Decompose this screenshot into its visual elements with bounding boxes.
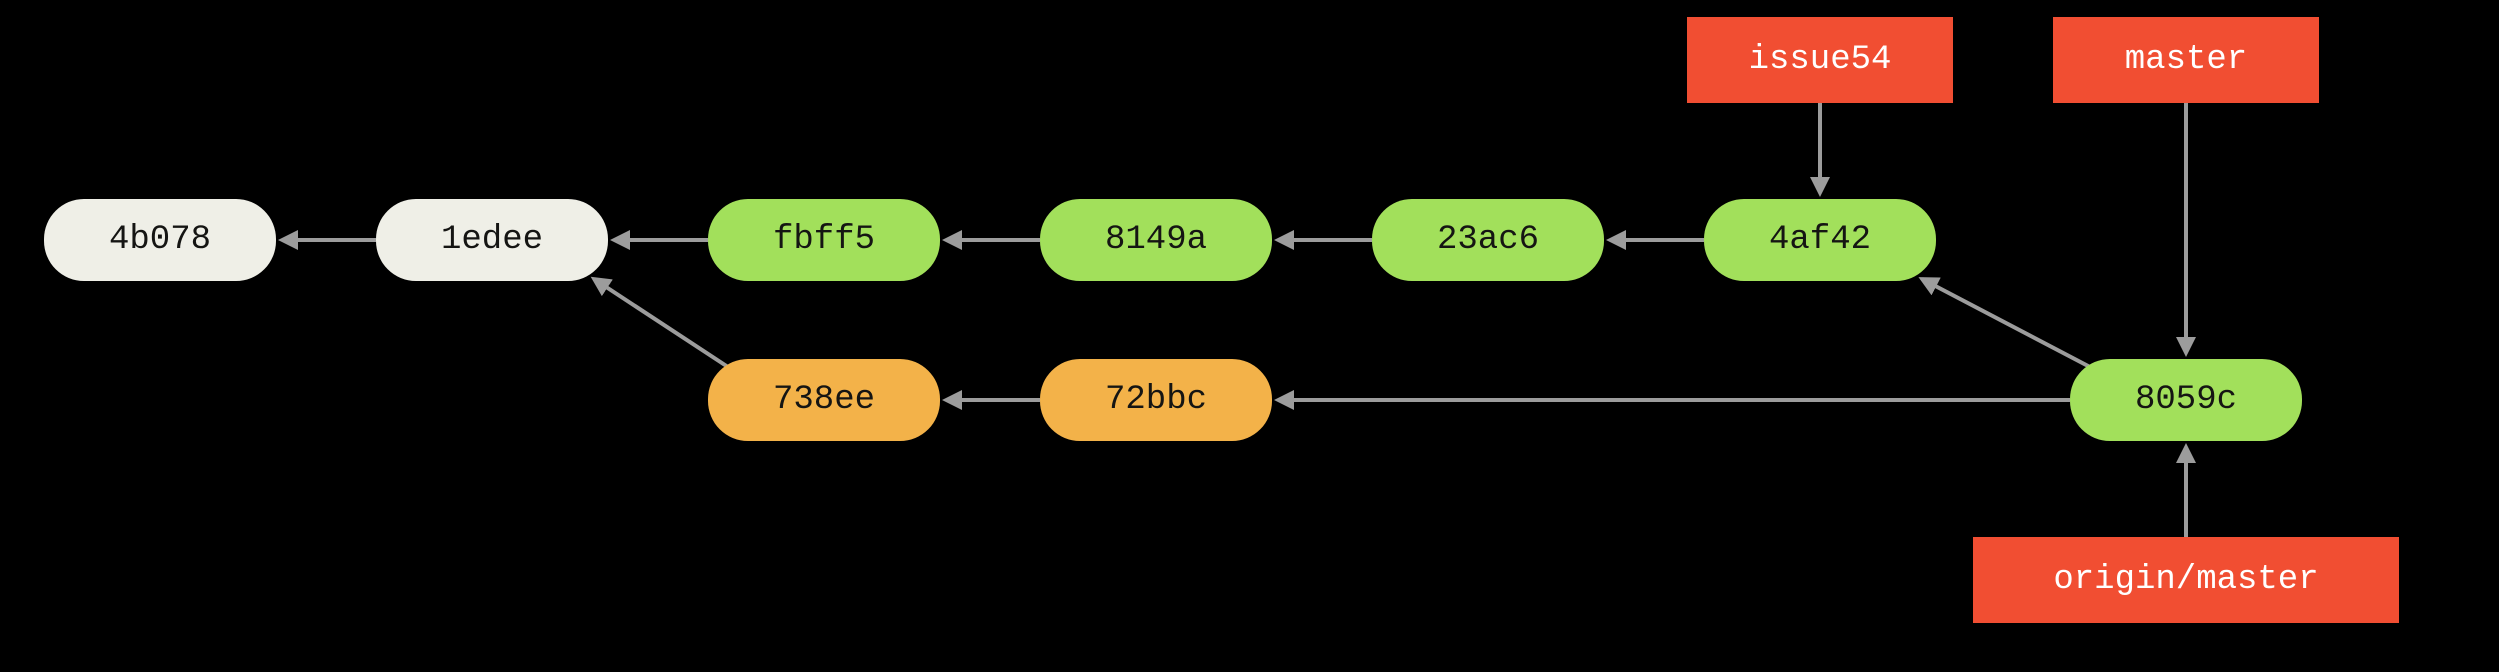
commit-4b078: 4b078 bbox=[44, 199, 276, 281]
commit-label: 23ac6 bbox=[1437, 221, 1539, 259]
commit-label: 1edee bbox=[441, 221, 543, 259]
commit-label: 4b078 bbox=[109, 221, 211, 259]
commit-8149a: 8149a bbox=[1040, 199, 1272, 281]
commit-8059c: 8059c bbox=[2070, 359, 2302, 441]
commit-label: 738ee bbox=[773, 381, 875, 419]
git-graph-diagram: 4b078 1edee fbff5 8149a 23ac6 4af42 738ee 72bbc… bbox=[0, 0, 2499, 672]
branch-label-text: issue54 bbox=[1749, 41, 1892, 79]
commit-fbff5: fbff5 bbox=[708, 199, 940, 281]
commit-23ac6: 23ac6 bbox=[1372, 199, 1604, 281]
branch-origin-master: origin/master bbox=[1973, 537, 2399, 623]
branch-label-text: master bbox=[2125, 41, 2247, 79]
edge-738ee-to-1edee bbox=[594, 279, 728, 367]
branch-issue54: issue54 bbox=[1687, 17, 1953, 103]
branch-master: master bbox=[2053, 17, 2319, 103]
commit-1edee: 1edee bbox=[376, 199, 608, 281]
commit-label: fbff5 bbox=[773, 221, 875, 259]
commit-label: 8059c bbox=[2135, 381, 2237, 419]
branch-label-text: origin/master bbox=[2053, 561, 2318, 599]
commit-label: 72bbc bbox=[1105, 381, 1207, 419]
commit-label: 8149a bbox=[1105, 221, 1207, 259]
commit-738ee: 738ee bbox=[708, 359, 940, 441]
commit-72bbc: 72bbc bbox=[1040, 359, 1272, 441]
commit-label: 4af42 bbox=[1769, 221, 1871, 259]
commit-4af42: 4af42 bbox=[1704, 199, 1936, 281]
edge-8059c-to-4af42 bbox=[1922, 279, 2090, 367]
